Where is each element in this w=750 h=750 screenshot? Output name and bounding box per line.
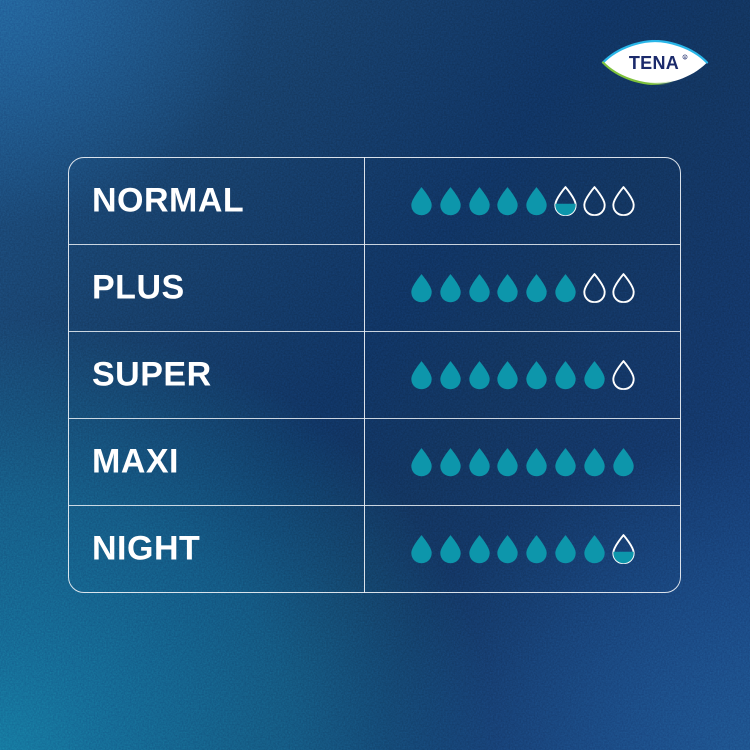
- svg-text:R: R: [684, 55, 686, 59]
- svg-text:TENA: TENA: [629, 53, 679, 73]
